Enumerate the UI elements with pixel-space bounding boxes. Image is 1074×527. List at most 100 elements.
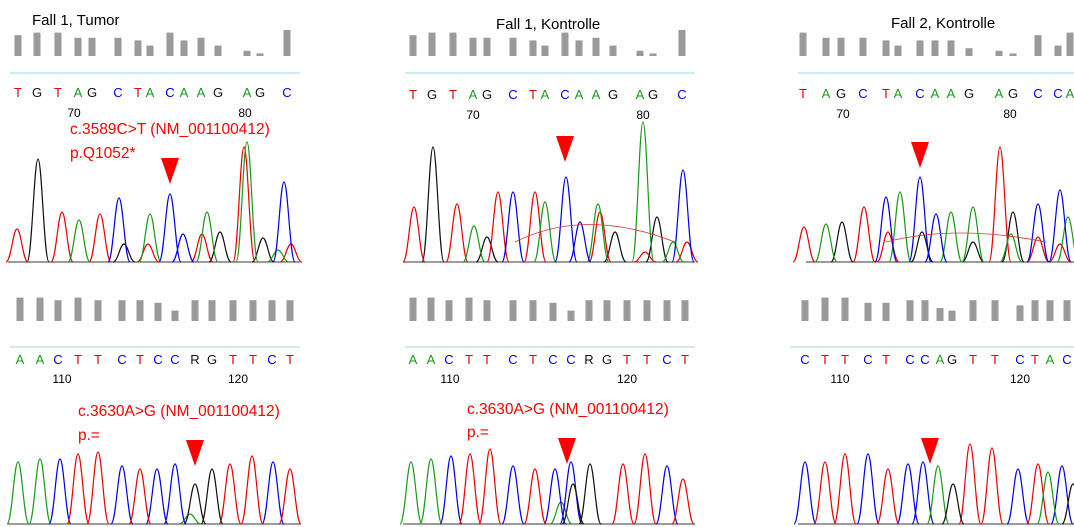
quality-bar	[969, 300, 977, 321]
base-call: T	[136, 352, 144, 367]
quality-bar	[921, 300, 929, 321]
position-label: 80	[1003, 107, 1017, 121]
base-call: T	[643, 352, 651, 367]
trace-c-channel	[107, 181, 296, 263]
base-call: G	[836, 86, 846, 101]
base-call: C	[508, 352, 517, 367]
quality-bar	[649, 53, 657, 56]
quality-bar	[864, 302, 872, 321]
quality-bar	[509, 300, 517, 321]
base-call: T	[54, 85, 62, 100]
position-label: 70	[836, 107, 850, 121]
quality-bar	[894, 45, 902, 56]
trace-g-channel	[561, 463, 602, 525]
position-labels: 70 80	[466, 108, 650, 122]
quality-bar	[947, 40, 955, 56]
base-call: C	[282, 85, 291, 100]
quality-bar	[799, 32, 807, 56]
trace-c-channel	[48, 458, 285, 525]
quality-bar	[229, 300, 237, 321]
position-label: 70	[67, 106, 81, 120]
base-call: A	[180, 85, 189, 100]
quality-bar	[859, 37, 867, 56]
quality-bar	[249, 300, 257, 321]
variant-annotation-line-2: p.Q1052*	[70, 145, 136, 162]
marker-triangle	[161, 158, 179, 184]
quality-bar	[469, 37, 477, 56]
base-call: A	[947, 86, 956, 101]
quality-bar	[445, 300, 453, 321]
base-call: A	[936, 352, 945, 367]
quality-bar	[256, 53, 264, 56]
quality-bar	[191, 300, 199, 321]
quality-bar	[36, 297, 44, 321]
base-call: C	[444, 352, 453, 367]
base-call: C	[267, 352, 276, 367]
trace-t-channel	[792, 146, 1072, 263]
quality-bar	[154, 302, 162, 321]
panel-title: Fall 1, Kontrolle	[496, 16, 600, 33]
chromatogram-trace	[6, 451, 302, 525]
quality-bar	[529, 300, 537, 321]
quality-bar	[592, 37, 600, 56]
quality-bar	[965, 48, 973, 56]
quality-bar	[643, 300, 651, 321]
quality-bar	[1031, 300, 1039, 321]
base-call: T	[286, 352, 294, 367]
position-label: 110	[440, 372, 459, 386]
base-call: T	[623, 352, 631, 367]
base-call: C	[662, 352, 671, 367]
chromatogram-trace	[793, 443, 1074, 525]
base-call: C	[508, 87, 517, 102]
base-call: C	[863, 352, 872, 367]
quality-bar	[906, 300, 914, 321]
base-call: C	[53, 352, 62, 367]
base-call: A	[931, 86, 940, 101]
base-call: G	[648, 87, 658, 102]
base-call: T	[74, 352, 82, 367]
quality-bar	[171, 310, 179, 321]
quality-bar	[1046, 300, 1054, 321]
base-call: T	[249, 352, 257, 367]
base-call: C	[548, 352, 557, 367]
quality-bar	[74, 297, 82, 321]
quality-bar	[623, 300, 631, 321]
base-call: G	[87, 85, 97, 100]
quality-bar	[166, 32, 174, 56]
base-call: C	[915, 86, 924, 101]
quality-bar	[529, 40, 537, 56]
base-call: A	[1066, 86, 1074, 101]
base-call: T	[94, 352, 102, 367]
quality-bar	[991, 300, 999, 321]
base-call: T	[409, 87, 417, 102]
base-call: G	[213, 85, 223, 100]
trace-t-channel	[813, 443, 1050, 525]
base-call: C	[920, 352, 929, 367]
base-call: A	[427, 352, 436, 367]
quality-bar	[561, 32, 569, 56]
quality-bar	[1054, 45, 1062, 56]
base-call: T	[1031, 352, 1039, 367]
trace-t-channel	[5, 146, 303, 263]
base-call: T	[991, 352, 999, 367]
base-call: C	[1015, 352, 1024, 367]
base-call: R	[190, 352, 199, 367]
base-call: A	[469, 87, 478, 102]
trace-g-channel	[183, 468, 224, 525]
position-label: 110	[830, 372, 849, 386]
variant-marker-triangle	[161, 158, 179, 184]
quality-bar	[931, 40, 939, 56]
base-call: T	[681, 352, 689, 367]
base-call: G	[482, 87, 492, 102]
quality-bar	[1063, 300, 1071, 321]
variant-annotation-line-1: c.3630A>G (NM_001100412)	[78, 403, 280, 420]
trace-g-channel	[830, 211, 1025, 263]
trace-a-channel	[926, 465, 1060, 525]
base-call: G	[1008, 86, 1018, 101]
base-call: C	[800, 352, 809, 367]
base-call: C	[165, 85, 174, 100]
panel-title: Fall 2, Kontrolle	[891, 15, 995, 32]
